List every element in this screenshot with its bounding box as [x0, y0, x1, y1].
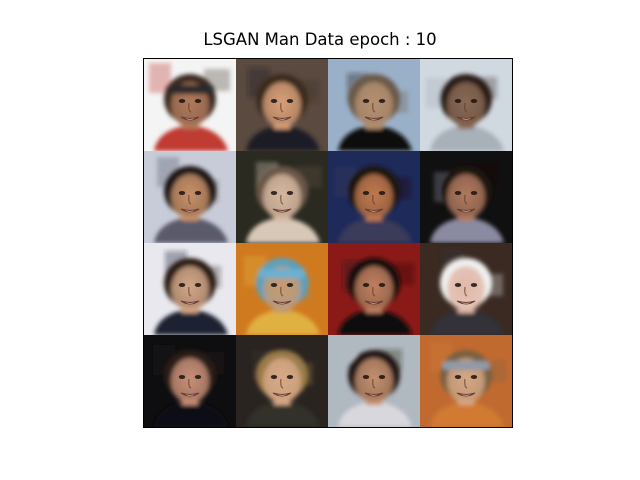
generated-sample-11 — [328, 243, 420, 335]
generated-sample-6 — [236, 151, 328, 243]
generated-sample-3 — [328, 59, 420, 151]
generated-sample-16 — [420, 335, 512, 427]
generated-sample-5 — [144, 151, 236, 243]
generated-sample-14 — [236, 335, 328, 427]
generated-sample-1 — [144, 59, 236, 151]
sample-grid — [143, 58, 513, 428]
generated-sample-4 — [420, 59, 512, 151]
generated-sample-9 — [144, 243, 236, 335]
generated-sample-8 — [420, 151, 512, 243]
generated-sample-12 — [420, 243, 512, 335]
generated-sample-2 — [236, 59, 328, 151]
generated-sample-10 — [236, 243, 328, 335]
generated-sample-7 — [328, 151, 420, 243]
generated-sample-15 — [328, 335, 420, 427]
generated-sample-13 — [144, 335, 236, 427]
figure-title: LSGAN Man Data epoch : 10 — [203, 30, 437, 49]
